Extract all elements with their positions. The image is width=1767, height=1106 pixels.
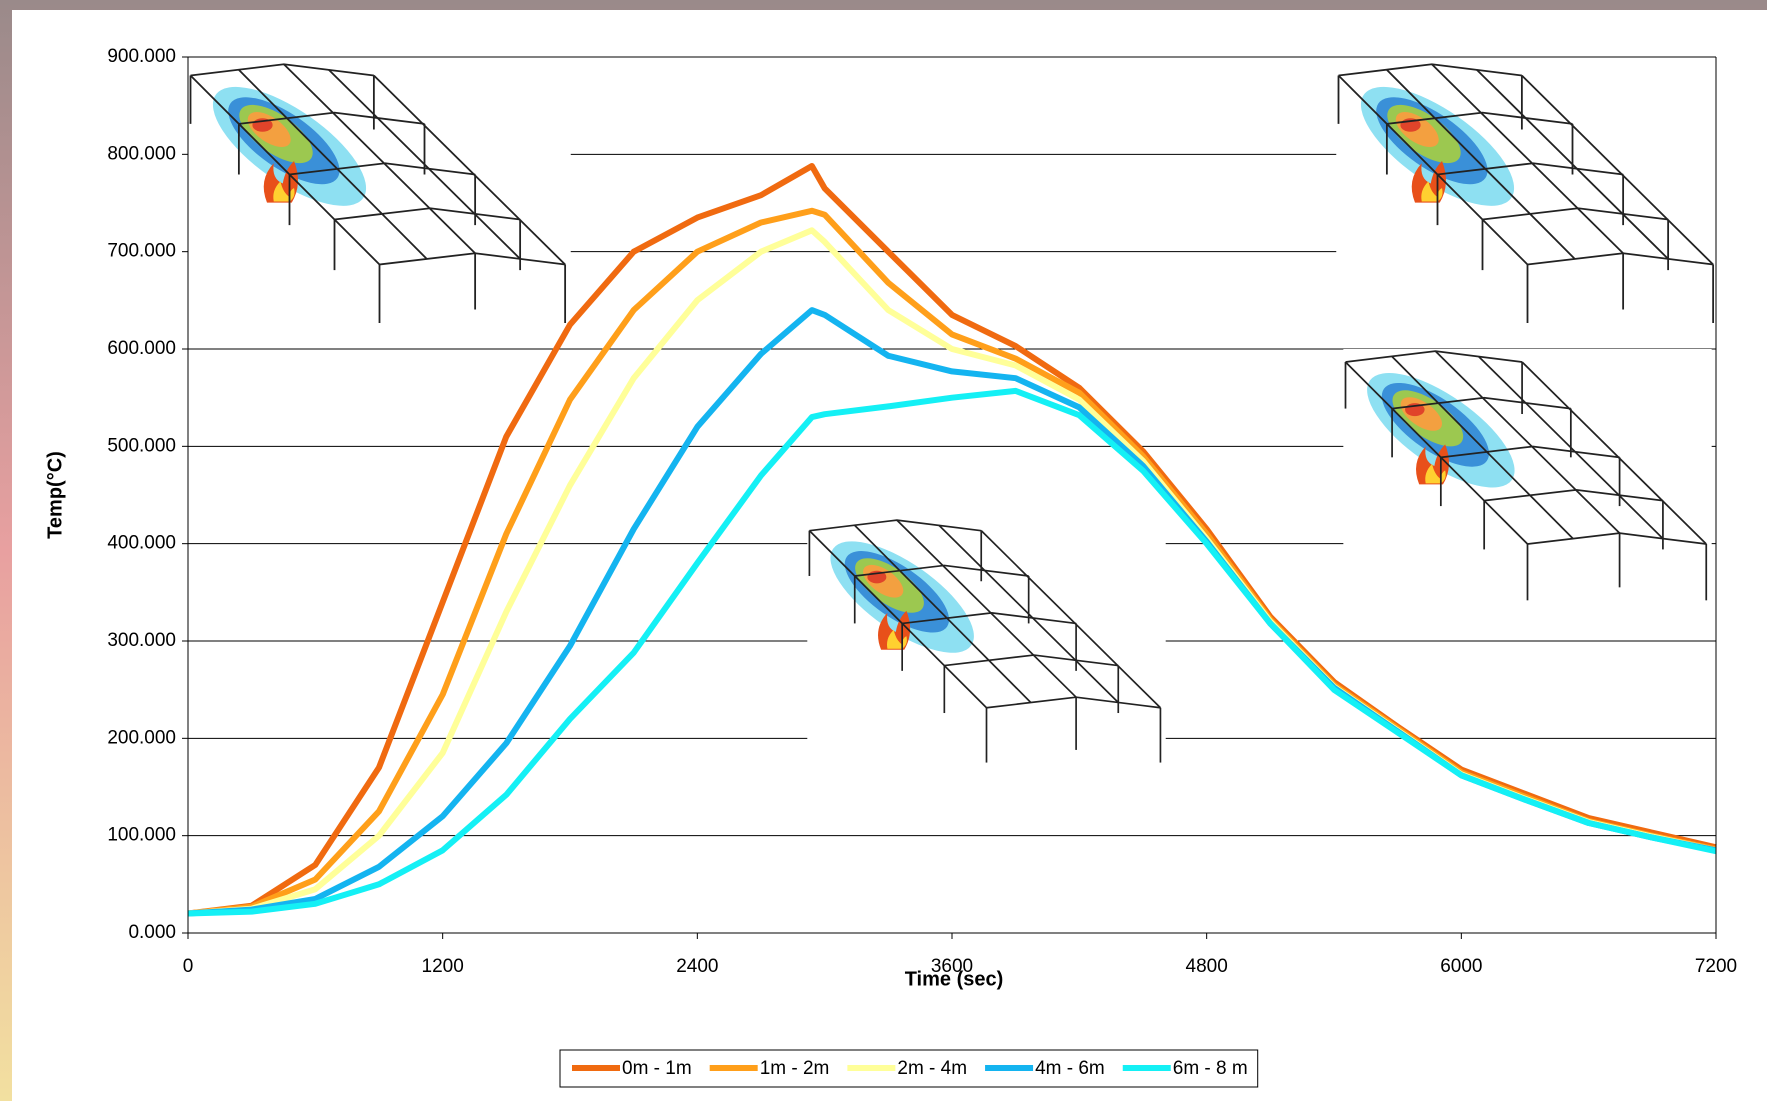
x-tick-label: 6000 bbox=[1440, 956, 1482, 977]
y-tick-label: 800.000 bbox=[107, 143, 176, 164]
y-tick-label: 900.000 bbox=[107, 46, 176, 67]
legend-label: 1m - 2m bbox=[760, 1058, 830, 1079]
y-tick-label: 300.000 bbox=[107, 630, 176, 651]
illustration bbox=[807, 518, 1165, 771]
y-axis-title: Temp(°C) bbox=[44, 451, 66, 539]
x-tick-label: 4800 bbox=[1186, 956, 1228, 977]
y-tick-label: 0.000 bbox=[128, 922, 176, 943]
page: {"chart_data": {"type": "line", "x_label… bbox=[0, 0, 1767, 1101]
y-tick-label: 400.000 bbox=[107, 533, 176, 554]
y-tick-label: 200.000 bbox=[107, 727, 176, 748]
legend-label: 4m - 6m bbox=[1035, 1058, 1105, 1079]
illustration bbox=[1343, 349, 1711, 609]
legend-label: 6m - 8 m bbox=[1173, 1058, 1248, 1079]
y-tick-label: 500.000 bbox=[107, 435, 176, 456]
x-tick-label: 0 bbox=[183, 956, 194, 977]
x-tick-label: 3600 bbox=[931, 956, 973, 977]
x-tick-label: 1200 bbox=[422, 956, 464, 977]
illustration bbox=[1336, 62, 1719, 332]
y-tick-label: 700.000 bbox=[107, 241, 176, 262]
legend-label: 2m - 4m bbox=[897, 1058, 967, 1079]
x-tick-label: 7200 bbox=[1695, 956, 1737, 977]
illustration bbox=[188, 62, 571, 332]
legend-label: 0m - 1m bbox=[622, 1058, 692, 1079]
y-tick-label: 600.000 bbox=[107, 338, 176, 359]
x-tick-label: 2400 bbox=[676, 956, 718, 977]
chart: Time (sec) Temp(°C) 0.000100.000200.0003… bbox=[0, 0, 1767, 1101]
y-tick-label: 100.000 bbox=[107, 825, 176, 846]
